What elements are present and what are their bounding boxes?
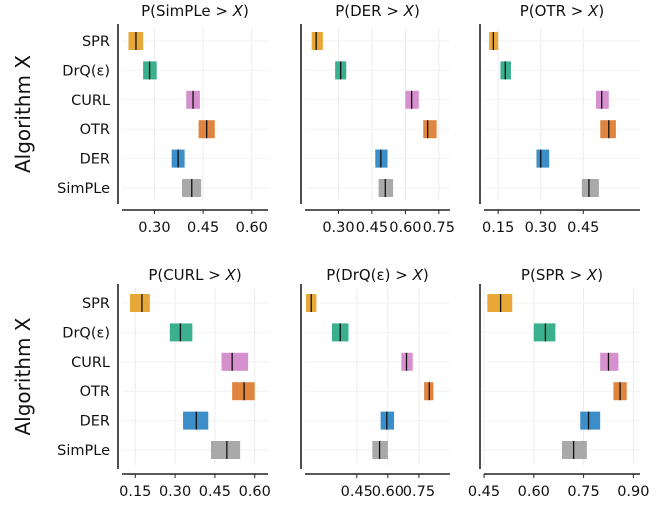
- x-tick-label: 0.60: [518, 484, 550, 500]
- interval-bar-drq: [169, 323, 193, 342]
- x-tick-label: 0.75: [423, 220, 455, 236]
- interval-bar-otr: [600, 120, 616, 139]
- x-tick-label: 0.30: [159, 484, 191, 500]
- category-label: DER: [80, 414, 110, 430]
- y-axis-title: Algorithm X: [11, 55, 35, 173]
- interval-bar-drq: [533, 323, 556, 342]
- category-label: SPR: [82, 34, 110, 50]
- panel-title: P(DrQ(ε) > X): [326, 266, 428, 284]
- category-label: CURL: [71, 355, 110, 371]
- panel-title: P(CURL > X): [148, 266, 241, 284]
- panel-1: 0.30 0.45 0.60 SPR DrQ(ε) CURL OTR DER SimPLe Alg…: [11, 2, 268, 236]
- x-tick-label: 0.45: [341, 484, 373, 500]
- interval-bar-curl: [221, 352, 249, 371]
- interval-bar-curl: [600, 352, 619, 371]
- category-label: SimPLe: [57, 181, 110, 197]
- x-tick-label: 0.15: [482, 220, 514, 236]
- y-axis-title: Algorithm X: [11, 317, 35, 435]
- panel-6: 0.45 0.60 0.75 0.90 P(SPR > X): [468, 266, 650, 500]
- x-tick-label: 0.60: [236, 220, 268, 236]
- x-tick-label: 0.30: [525, 220, 557, 236]
- interval-bar-spr: [311, 32, 323, 50]
- panel-title: P(DER > X): [335, 2, 420, 20]
- category-label: SPR: [82, 296, 110, 312]
- x-tick-label: 0.45: [567, 220, 599, 236]
- x-tick-label: 0.45: [187, 220, 219, 236]
- x-tick-label: 0.15: [119, 484, 151, 500]
- category-label: SimPLe: [57, 443, 110, 459]
- x-tick-label: 0.60: [372, 484, 404, 500]
- category-label: DER: [80, 152, 110, 168]
- panel-4: 0.15 0.30 0.45 0.60 SPR DrQ(ε) CURL OTR DER SimPL…: [11, 266, 271, 500]
- interval-bar-der: [536, 149, 550, 168]
- category-label: OTR: [80, 122, 110, 138]
- panel-5: 0.450.600.75 P(DrQ(ε) > X): [300, 266, 450, 500]
- x-tick-label: 0.45: [356, 220, 388, 236]
- x-tick-label: 0.60: [389, 220, 421, 236]
- panel-2: 0.30 0.45 0.60 0.75 P(DER > X): [300, 2, 455, 236]
- category-label: CURL: [71, 93, 110, 109]
- interval-bar-der: [183, 411, 209, 430]
- interval-bar-simple: [581, 179, 599, 197]
- panel-title: P(SimPLe > X): [141, 2, 249, 20]
- interval-bar-spr: [487, 294, 513, 312]
- x-tick-label: 0.30: [322, 220, 354, 236]
- panel-title: P(OTR > X): [520, 2, 605, 20]
- interval-bar-otr: [423, 120, 437, 139]
- interval-bar-spr: [129, 294, 150, 312]
- category-label: DrQ(ε): [62, 325, 110, 341]
- x-tick-label: 0.60: [239, 484, 271, 500]
- interval-bar-simple: [210, 441, 241, 459]
- x-tick-label: 0.45: [468, 484, 500, 500]
- interval-bar-der: [580, 411, 601, 430]
- x-tick-label: 0.30: [138, 220, 170, 236]
- interval-bar-curl: [596, 90, 609, 109]
- x-tick-label: 0.90: [617, 484, 649, 500]
- panel-3: 0.15 0.30 0.45 P(OTR > X): [479, 2, 640, 236]
- interval-bar-otr: [232, 382, 255, 401]
- x-tick-label: 0.45: [199, 484, 231, 500]
- x-tick-label: 0.75: [403, 484, 435, 500]
- interval-bar-simple: [562, 441, 587, 459]
- category-label: OTR: [80, 384, 110, 400]
- x-tick-label: 0.75: [567, 484, 599, 500]
- category-label: DrQ(ε): [62, 63, 110, 79]
- panel-title: P(SPR > X): [521, 266, 603, 284]
